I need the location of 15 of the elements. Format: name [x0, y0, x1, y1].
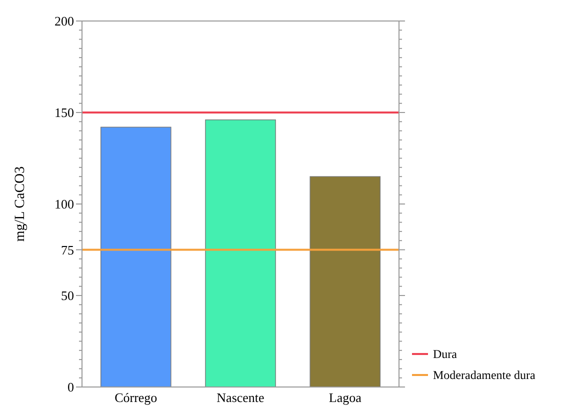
- y-tick-label: 75: [61, 242, 74, 258]
- y-tick-label: 50: [61, 288, 74, 304]
- x-tick-label: Nascente: [216, 390, 265, 405]
- legend-label: Moderadamente dura: [433, 368, 536, 382]
- y-tick-label: 150: [54, 105, 74, 120]
- y-axis-title: mg/L CaCO3: [13, 166, 28, 242]
- x-tick-label: Córrego: [114, 390, 158, 405]
- x-tick-label: Lagoa: [328, 390, 362, 405]
- bar: [310, 176, 381, 388]
- y-tick-label: 100: [54, 196, 74, 212]
- y-tick-label: 0: [68, 380, 74, 395]
- bar: [100, 126, 172, 388]
- legend-label: Dura: [433, 347, 458, 362]
- y-tick-label: 200: [54, 14, 74, 29]
- bar: [205, 119, 276, 388]
